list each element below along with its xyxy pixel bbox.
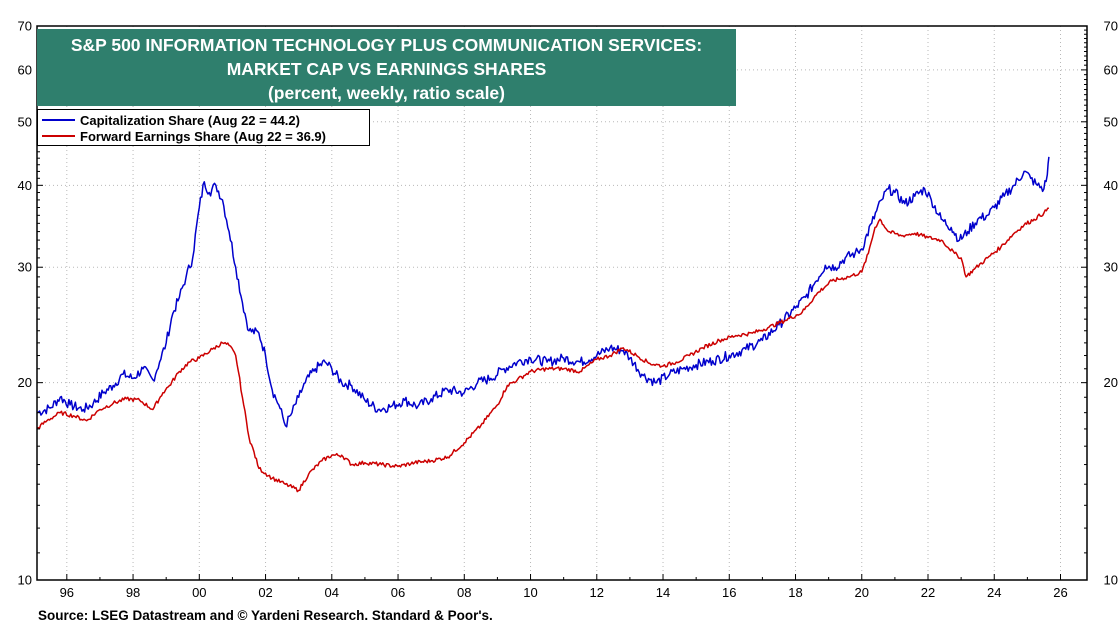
x-tick-label: 10 (523, 585, 537, 600)
x-tick-label: 14 (656, 585, 670, 600)
x-tick-label: 06 (391, 585, 405, 600)
y-axis-labels-right: 10 20 30 40 50 60 70 (1104, 19, 1118, 588)
x-tick-label: 20 (855, 585, 869, 600)
series-layer (36, 156, 1050, 493)
tick-marks (37, 25, 1087, 581)
y-tick-label-left: 60 (18, 62, 32, 77)
y-tick-label-left: 50 (18, 114, 32, 129)
y-tick-label-right: 20 (1104, 375, 1118, 390)
y-tick-label-right: 30 (1104, 260, 1118, 275)
series-line-capitalization-share (36, 156, 1050, 428)
x-tick-label: 00 (192, 585, 206, 600)
legend-item-forward-earnings: Forward Earnings Share (Aug 22 = 36.9) (42, 128, 326, 144)
x-axis-labels: 96 98 00 02 04 06 08 10 12 14 16 18 20 22 24 26 (60, 585, 1068, 600)
chart-title-line-2: MARKET CAP VS EARNINGS SHARES (226, 59, 547, 79)
x-tick-label: 08 (457, 585, 471, 600)
series-line-forward-earnings-share (36, 207, 1049, 493)
plot-frame (36, 25, 1088, 581)
legend-item-capitalization: Capitalization Share (Aug 22 = 44.2) (42, 112, 300, 128)
x-tick-label: 02 (258, 585, 272, 600)
x-tick-label: 96 (60, 585, 74, 600)
legend-label-forward-earnings: Forward Earnings Share (Aug 22 = 36.9) (80, 128, 326, 144)
x-tick-label: 16 (722, 585, 736, 600)
chart-subtitle: (percent, weekly, ratio scale) (267, 83, 505, 103)
y-tick-label-left: 30 (18, 260, 32, 275)
legend-swatch-forward-earnings (42, 135, 75, 137)
x-tick-label: 98 (126, 585, 140, 600)
y-tick-label-right: 60 (1104, 62, 1118, 77)
y-tick-label-right: 10 (1104, 573, 1118, 588)
chart-title-line-1: S&P 500 INFORMATION TECHNOLOGY PLUS COMM… (70, 35, 703, 55)
x-tick-label: 18 (788, 585, 802, 600)
y-tick-label-right: 40 (1104, 178, 1118, 193)
y-tick-label-right: 50 (1104, 114, 1118, 129)
source-note: Source: LSEG Datastream and © Yardeni Re… (38, 608, 493, 623)
y-tick-label-left: 20 (18, 375, 32, 390)
legend-swatch-capitalization (42, 119, 75, 121)
x-tick-label: 24 (987, 585, 1001, 600)
chart-title-box: S&P 500 INFORMATION TECHNOLOGY PLUS COMM… (37, 29, 736, 106)
y-tick-label-left: 40 (18, 178, 32, 193)
legend-label-capitalization: Capitalization Share (Aug 22 = 44.2) (80, 112, 300, 128)
legend: Capitalization Share (Aug 22 = 44.2) For… (37, 109, 370, 146)
x-tick-label: 26 (1053, 585, 1067, 600)
y-tick-label-left: 10 (18, 573, 32, 588)
y-tick-label-left: 70 (18, 19, 32, 34)
y-tick-label-right: 70 (1104, 19, 1118, 34)
x-tick-label: 22 (921, 585, 935, 600)
y-axis-labels-left: 10 20 30 40 50 60 70 (18, 19, 32, 588)
x-tick-label: 04 (325, 585, 339, 600)
x-tick-label: 12 (590, 585, 604, 600)
